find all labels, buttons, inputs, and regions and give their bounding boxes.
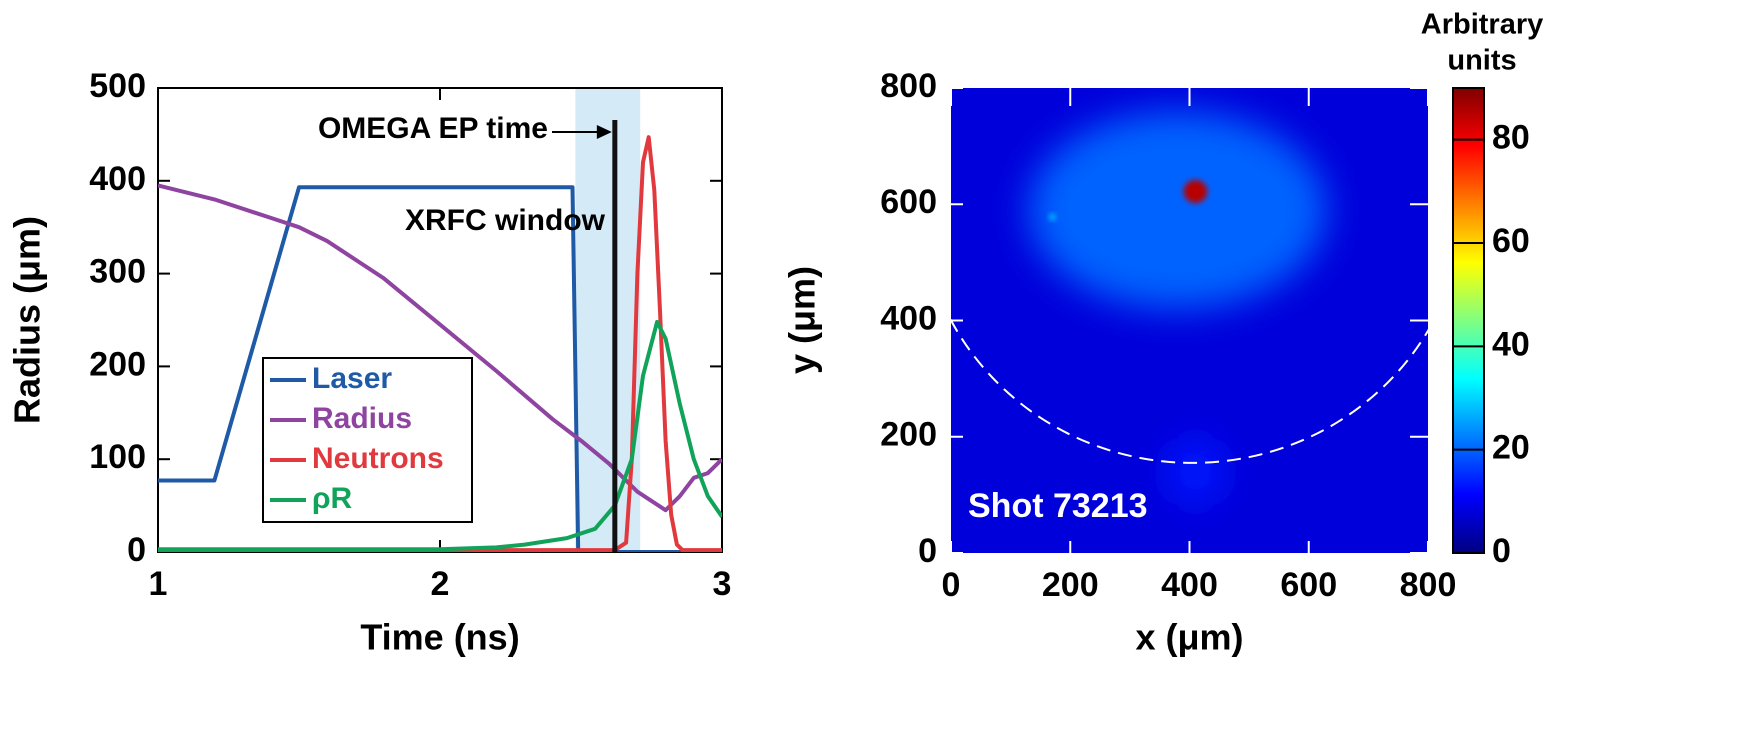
y-axis-label: y (μm) [782, 266, 823, 374]
y-tick-label: 600 [880, 183, 937, 221]
x-axis-label: Time (ns) [360, 617, 519, 658]
x-tick-label: 800 [1400, 566, 1457, 604]
y-tick-label: 0 [918, 532, 937, 570]
x-tick-label: 3 [713, 565, 732, 603]
x-tick-label: 1 [149, 565, 168, 603]
colorbar-tick-label: 0 [1492, 532, 1511, 570]
colorbar-tick-label: 80 [1492, 119, 1530, 157]
y-tick-label: 500 [89, 67, 146, 105]
colorbar [1453, 88, 1484, 553]
heatmap-blob [1184, 180, 1208, 203]
y-tick-label: 300 [89, 253, 146, 291]
heatmap-blob [1166, 437, 1226, 507]
legend-entry: Neutrons [312, 442, 444, 475]
x-tick-label: 400 [1161, 566, 1218, 604]
heatmap [920, 0, 1465, 553]
y-axis-label: Radius (μm) [7, 216, 48, 424]
xrfc-label: XRFC window [405, 204, 606, 237]
legend-entry: ρR [312, 482, 353, 515]
colorbar-tick-label: 40 [1492, 325, 1530, 363]
x-axis-label: x (μm) [1135, 617, 1243, 658]
colorbar-tick-label: 60 [1492, 222, 1530, 260]
x-tick-label: 2 [431, 565, 450, 603]
y-tick-label: 0 [127, 531, 146, 569]
x-tick-label: 200 [1042, 566, 1099, 604]
heatmap-blob [1029, 111, 1327, 309]
y-tick-label: 400 [880, 299, 937, 337]
shot-label: Shot 73213 [968, 487, 1148, 525]
colorbar-title: Arbitrary [1421, 9, 1544, 41]
colorbar-title: units [1447, 45, 1516, 77]
figure: 1230100200300400500Time (ns)Radius (μm)O… [0, 0, 1744, 735]
y-tick-label: 200 [89, 345, 146, 383]
y-tick-label: 200 [880, 416, 937, 454]
y-tick-label: 100 [89, 438, 146, 476]
y-tick-label: 400 [89, 160, 146, 198]
x-tick-label: 0 [942, 566, 961, 604]
legend-entry: Radius [312, 402, 412, 435]
omega-ep-label: OMEGA EP time [318, 112, 548, 145]
legend-entry: Laser [312, 362, 392, 395]
x-tick-label: 600 [1280, 566, 1337, 604]
heatmap-blob [1049, 214, 1055, 220]
y-tick-label: 800 [880, 67, 937, 105]
colorbar-tick-label: 20 [1492, 429, 1530, 467]
